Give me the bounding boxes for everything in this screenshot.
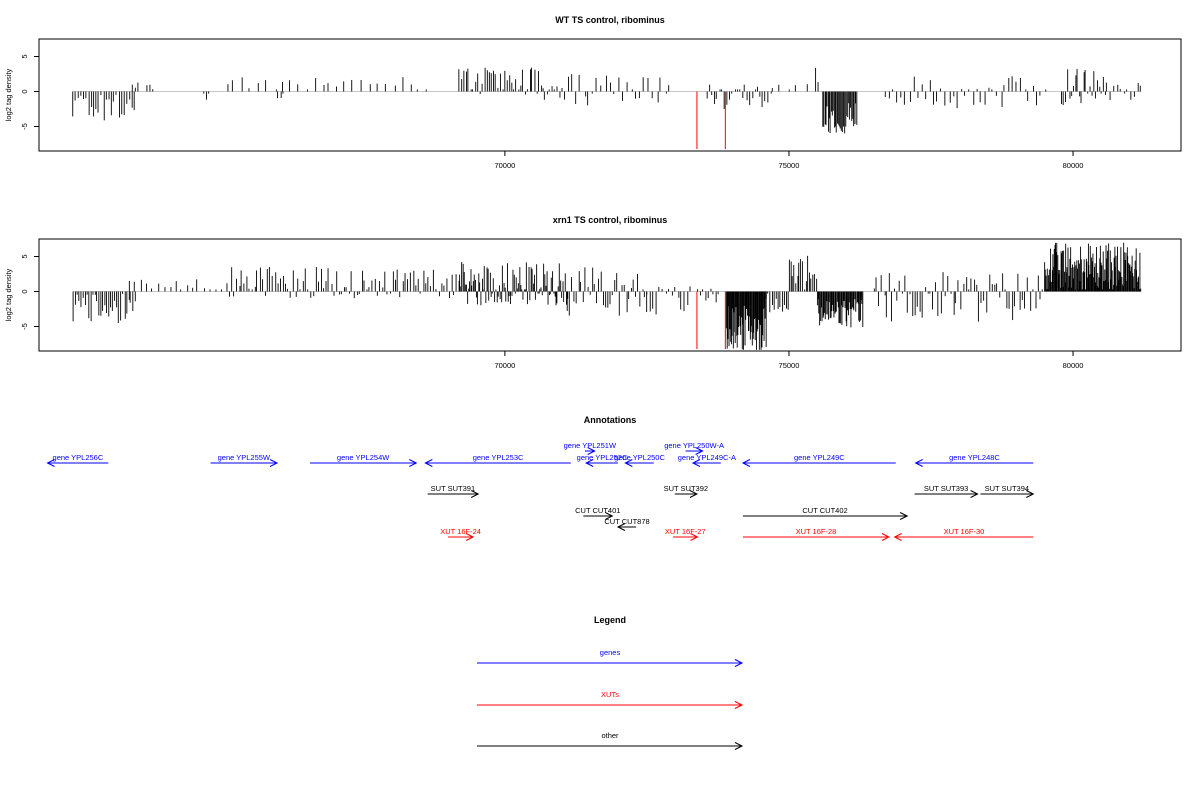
xrn1-x-tick-label: 75000 — [779, 361, 800, 370]
annotation-arrow: gene YPL251W — [564, 441, 617, 455]
wt-track-title: WT TS control, ribominus — [555, 15, 665, 25]
legend-title: Legend — [594, 615, 626, 625]
annotation-arrow: CUT CUT402 — [742, 506, 909, 520]
wt-x-tick-label: 75000 — [779, 161, 800, 170]
annotation-arrow: gene YPL249C — [741, 453, 896, 467]
annotation-arrow: SUT SUT391 — [427, 484, 480, 498]
wt-y-axis-label: log2 tag density — [4, 68, 13, 121]
annotation-label: SUT SUT392 — [664, 484, 708, 493]
wt-x-tick-label: 80000 — [1063, 161, 1084, 170]
xrn1-x-tick-label: 80000 — [1063, 361, 1084, 370]
legend-item-label: other — [601, 731, 619, 740]
legend-item: genes — [477, 648, 744, 667]
annotation-label: SUT SUT394 — [985, 484, 1029, 493]
xrn1-axes: 70000 75000 80000 -5 0 5 — [20, 254, 1083, 370]
annotation-label: SUT SUT393 — [924, 484, 968, 493]
annotation-arrow: gene YPL250W-A — [664, 441, 724, 455]
annotation-arrow: gene YPL256C — [46, 453, 109, 467]
feature-arrows: gene YPL256C gene YPL255W gene YPL254W gene… — [46, 441, 1035, 541]
legend-item-label: XUTs — [601, 690, 619, 699]
annotation-label: XUT 16F-24 — [440, 527, 481, 536]
wt-y-tick-label: -5 — [20, 123, 29, 130]
annotation-label: gene YPL250W-A — [664, 441, 724, 450]
annotations-panel: Annotations gene YPL256C gene YPL255W gene… — [46, 415, 1035, 541]
annotation-arrow: XUT 16F-24 — [440, 527, 481, 541]
xrn1-x-tick-label: 70000 — [494, 361, 515, 370]
xrn1-bars — [72, 242, 1142, 350]
annotation-label: XUT 16F-27 — [665, 527, 706, 536]
annotation-label: gene YPL248C — [949, 453, 1000, 462]
xrn1-plot-frame — [38, 238, 1182, 352]
annotation-label: gene YPL252C — [577, 453, 628, 462]
legend-item-label: genes — [600, 648, 621, 657]
annotation-arrow: SUT SUT394 — [980, 484, 1035, 498]
xrn1-y-axis-label: log2 tag density — [4, 268, 13, 321]
annotation-arrow: gene YPL255W — [210, 453, 279, 467]
annotation-arrow: XUT 16F-28 — [742, 527, 891, 541]
annotation-label: gene YPL256C — [53, 453, 104, 462]
annotations-title: Annotations — [584, 415, 637, 425]
annotation-arrow: gene YPL254W — [310, 453, 418, 467]
annotation-label: gene YPL255W — [218, 453, 271, 462]
wt-axes: 70000 75000 80000 -5 0 5 — [20, 54, 1083, 170]
legend-item: XUTs — [477, 690, 744, 709]
wt-plot-frame — [38, 38, 1182, 152]
annotation-arrow: gene YPL252C — [577, 453, 628, 467]
legend-item: other — [477, 731, 744, 750]
annotation-label: XUT 16F-28 — [796, 527, 837, 536]
annotation-label: gene YPL254W — [337, 453, 390, 462]
annotation-label: gene YPL249C-A — [678, 453, 736, 462]
wt-x-tick-label: 70000 — [494, 161, 515, 170]
xrn1-y-tick-label: -5 — [20, 323, 29, 330]
xrn1-y-tick-label: 5 — [20, 254, 29, 258]
annotation-arrow: gene YPL253C — [424, 453, 571, 467]
annotation-label: gene YPL249C — [794, 453, 845, 462]
annotation-label: XUT 16F-30 — [944, 527, 985, 536]
annotation-label: gene YPL250C — [614, 453, 665, 462]
xrn1-y-tick-label: 0 — [20, 289, 29, 293]
wt-bars — [72, 67, 1142, 149]
xrn1-track-panel: xrn1 TS control, ribominus log2 tag dens… — [4, 215, 1182, 370]
annotation-label: CUT CUT878 — [604, 517, 649, 526]
legend-items: genes XUTs other — [477, 648, 744, 750]
annotation-arrow: CUT CUT878 — [604, 517, 650, 531]
annotation-label: SUT SUT391 — [431, 484, 475, 493]
annotation-arrow: CUT CUT401 — [575, 506, 620, 520]
annotation-arrow: gene YPL250C — [614, 453, 665, 467]
wt-y-tick-label: 5 — [20, 54, 29, 58]
legend-panel: Legend genes XUTs other — [477, 615, 744, 750]
annotation-label: gene YPL251W — [564, 441, 617, 450]
xrn1-track-title: xrn1 TS control, ribominus — [553, 215, 668, 225]
annotation-arrow: SUT SUT393 — [914, 484, 979, 498]
annotation-label: gene YPL253C — [473, 453, 524, 462]
annotation-arrow: XUT 16F-30 — [893, 527, 1034, 541]
annotation-label: CUT CUT401 — [575, 506, 620, 515]
annotation-arrow: gene YPL249C-A — [678, 453, 736, 467]
wt-y-tick-label: 0 — [20, 89, 29, 93]
annotation-arrow: gene YPL248C — [914, 453, 1034, 467]
annotation-arrow: XUT 16F-27 — [665, 527, 706, 541]
annotation-arrow: SUT SUT392 — [664, 484, 708, 498]
wt-track-panel: WT TS control, ribominus log2 tag densit… — [4, 15, 1182, 170]
annotation-label: CUT CUT402 — [802, 506, 847, 515]
